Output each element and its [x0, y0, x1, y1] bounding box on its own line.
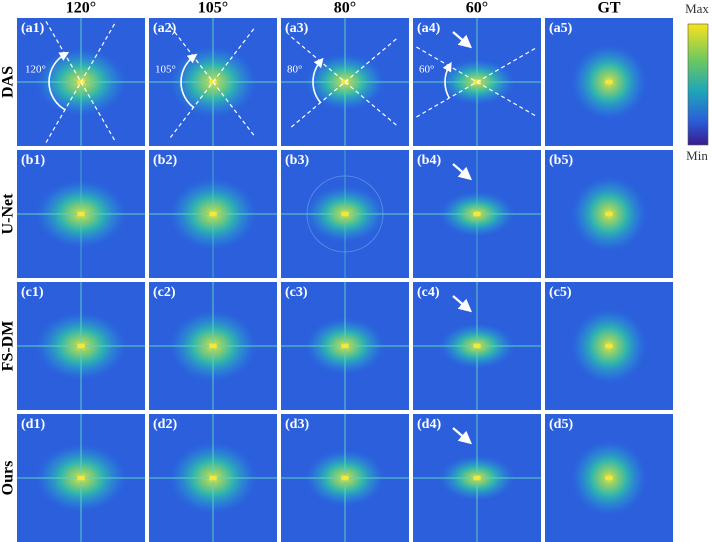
indicator-arrow [452, 163, 473, 181]
column-header: 105° [198, 0, 228, 17]
panel-label: (c5) [549, 285, 572, 300]
panel: (d4) [413, 414, 541, 542]
panel-label: (c1) [21, 285, 44, 300]
indicator-arrow [452, 427, 473, 445]
angle-arc [312, 57, 324, 104]
panel-label: (d2) [153, 417, 177, 432]
panel: (a2) 105° [149, 18, 277, 146]
panel: (c2) [149, 282, 277, 410]
panel: (b5) [545, 150, 673, 278]
panel-label: (d5) [549, 417, 573, 432]
panel-label: (a4) [417, 21, 441, 36]
spectrum-core [209, 343, 217, 349]
spectrum-core [605, 343, 613, 349]
colorbar-max: Max [685, 1, 709, 16]
angle-arc [48, 51, 70, 111]
indicator-arrow [452, 295, 473, 313]
spectrum-core [473, 475, 481, 481]
row-label: U-Net [0, 193, 17, 235]
angle-annotation: 120° [25, 64, 46, 76]
spectrum-core [473, 211, 481, 217]
angle-line [416, 46, 538, 118]
ring-artifact [306, 175, 384, 253]
panel-label: (a5) [549, 21, 573, 36]
panel: (d3) [281, 414, 409, 542]
column-header: 60° [466, 0, 488, 17]
panel: (a5) [545, 18, 673, 146]
angle-annotation: 80° [287, 64, 302, 76]
angle-annotation: 60° [419, 64, 434, 76]
spectrum-core [605, 211, 613, 217]
panel-label: (b5) [549, 153, 573, 168]
panel-label: (a2) [153, 21, 177, 36]
panel-label: (c3) [285, 285, 308, 300]
panel: (b1) [17, 150, 145, 278]
panel: (a1) 120° [17, 18, 145, 146]
indicator-arrow [452, 31, 473, 49]
angle-line [45, 21, 117, 143]
column-header: 80° [334, 0, 356, 17]
spectrum-core [341, 475, 349, 481]
row-label: FS-DM [0, 321, 17, 372]
panel-label: (a1) [21, 21, 45, 36]
colorbar [687, 23, 709, 146]
panel: (a3) 80° [281, 18, 409, 146]
panel: (c4) [413, 282, 541, 410]
panel: (b2) [149, 150, 277, 278]
angle-line [290, 36, 400, 128]
colorbar-min: Min [686, 148, 708, 163]
column-header: 120° [66, 0, 96, 17]
spectrum-core [473, 343, 481, 349]
spectrum-core [77, 211, 85, 217]
spectrum-core [605, 475, 613, 481]
panel: (c1) [17, 282, 145, 410]
angle-annotation: 105° [155, 64, 176, 76]
spectrum-core [341, 211, 349, 217]
panel: (b3) [281, 150, 409, 278]
spectrum-core [209, 475, 217, 481]
panel: (d5) [545, 414, 673, 542]
panel: (d1) [17, 414, 145, 542]
spectrum-core [77, 343, 85, 349]
spectrum-core [341, 343, 349, 349]
spectrum-core [77, 475, 85, 481]
spectrum-core [605, 79, 613, 85]
angle-line [416, 46, 538, 118]
panel-label: (b1) [21, 153, 45, 168]
panel: (c3) [281, 282, 409, 410]
panel: (c5) [545, 282, 673, 410]
angle-line [169, 26, 257, 138]
row-label: Ours [0, 461, 17, 496]
panel: (d2) [149, 414, 277, 542]
panel-label: (b2) [153, 153, 177, 168]
panel-label: (d1) [21, 417, 45, 432]
column-header: GT [597, 0, 620, 17]
panel-label: (c2) [153, 285, 176, 300]
row-label: DAS [0, 66, 17, 98]
panel: (a4) 60° [413, 18, 541, 146]
panel-label: (d4) [417, 417, 441, 432]
panel-label: (c4) [417, 285, 440, 300]
angle-arc [180, 53, 198, 109]
panel: (b4) [413, 150, 541, 278]
panel-label: (d3) [285, 417, 309, 432]
panel-label: (b3) [285, 153, 309, 168]
panel-label: (a3) [285, 21, 309, 36]
panel-label: (b4) [417, 153, 441, 168]
spectrum-core [209, 211, 217, 217]
angle-arc [442, 61, 452, 99]
